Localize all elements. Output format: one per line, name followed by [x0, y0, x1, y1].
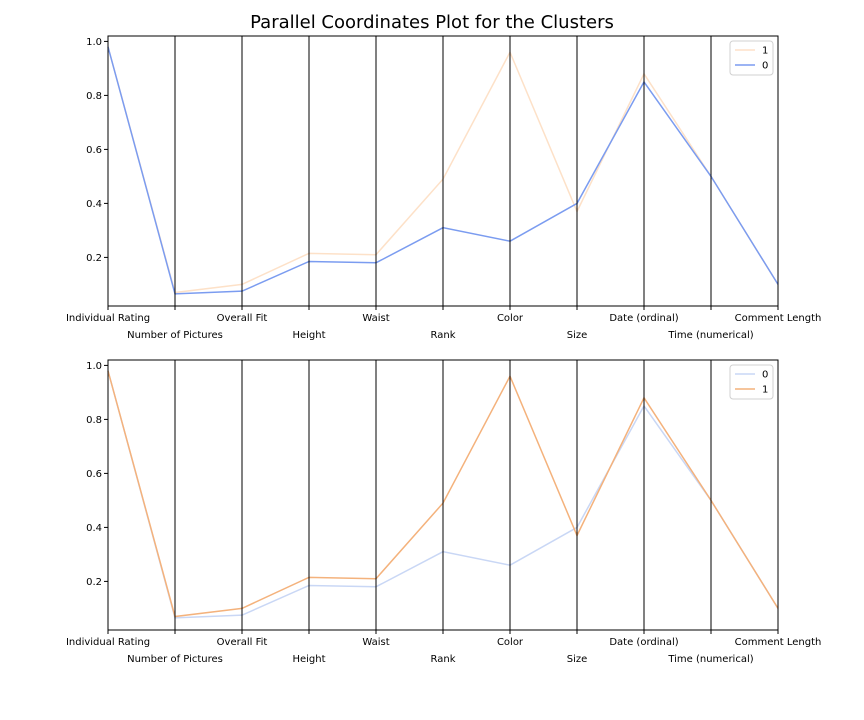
x-tick-label: Time (numerical) [667, 654, 753, 665]
legend-label: 0 [762, 61, 768, 72]
y-tick-label: 0.4 [86, 523, 102, 534]
x-tick-label: Comment Length [735, 637, 822, 648]
x-tick-label: Size [567, 654, 588, 665]
y-tick-label: 0.8 [86, 415, 102, 426]
legend-label: 1 [762, 385, 768, 396]
x-tick-label: Date (ordinal) [609, 637, 678, 648]
x-tick-label: Number of Pictures [127, 654, 223, 665]
x-tick-label: Height [292, 654, 325, 665]
x-tick-label: Waist [362, 637, 389, 648]
legend-label: 0 [762, 370, 768, 381]
x-tick-label: Height [292, 330, 325, 341]
y-tick-label: 0.6 [86, 145, 102, 156]
x-tick-label: Overall Fit [217, 313, 268, 324]
x-tick-label: Comment Length [735, 313, 822, 324]
legend-label: 1 [762, 46, 768, 57]
y-tick-label: 0.2 [86, 253, 102, 264]
x-tick-label: Rank [431, 330, 456, 341]
x-tick-label: Individual Rating [66, 637, 150, 648]
y-tick-label: 1.0 [86, 361, 102, 372]
legend: 10 [729, 40, 774, 76]
legend: 01 [729, 364, 774, 400]
y-tick-label: 1.0 [86, 37, 102, 48]
chart-title: Parallel Coordinates Plot for the Cluste… [250, 12, 614, 33]
x-tick-label: Waist [362, 313, 389, 324]
x-tick-label: Color [497, 313, 524, 324]
x-tick-label: Rank [431, 654, 456, 665]
x-tick-label: Size [567, 330, 588, 341]
y-tick-label: 0.6 [86, 469, 102, 480]
y-tick-label: 0.2 [86, 577, 102, 588]
parallel-plot-top: 0.2 0.4 0.6 0.8 1.0 Individual Rating Number o… [66, 35, 822, 341]
x-tick-label: Date (ordinal) [609, 313, 678, 324]
y-tick-label: 0.8 [86, 91, 102, 102]
y-tick-label: 0.4 [86, 199, 102, 210]
x-tick-label: Overall Fit [217, 637, 268, 648]
x-tick-label: Number of Pictures [127, 330, 223, 341]
x-tick-label: Color [497, 637, 524, 648]
x-tick-label: Individual Rating [66, 313, 150, 324]
x-tick-label: Time (numerical) [667, 330, 753, 341]
parallel-plot-bottom: 0.2 0.4 0.6 0.8 1.0 Individual Rating Number o… [66, 359, 822, 665]
